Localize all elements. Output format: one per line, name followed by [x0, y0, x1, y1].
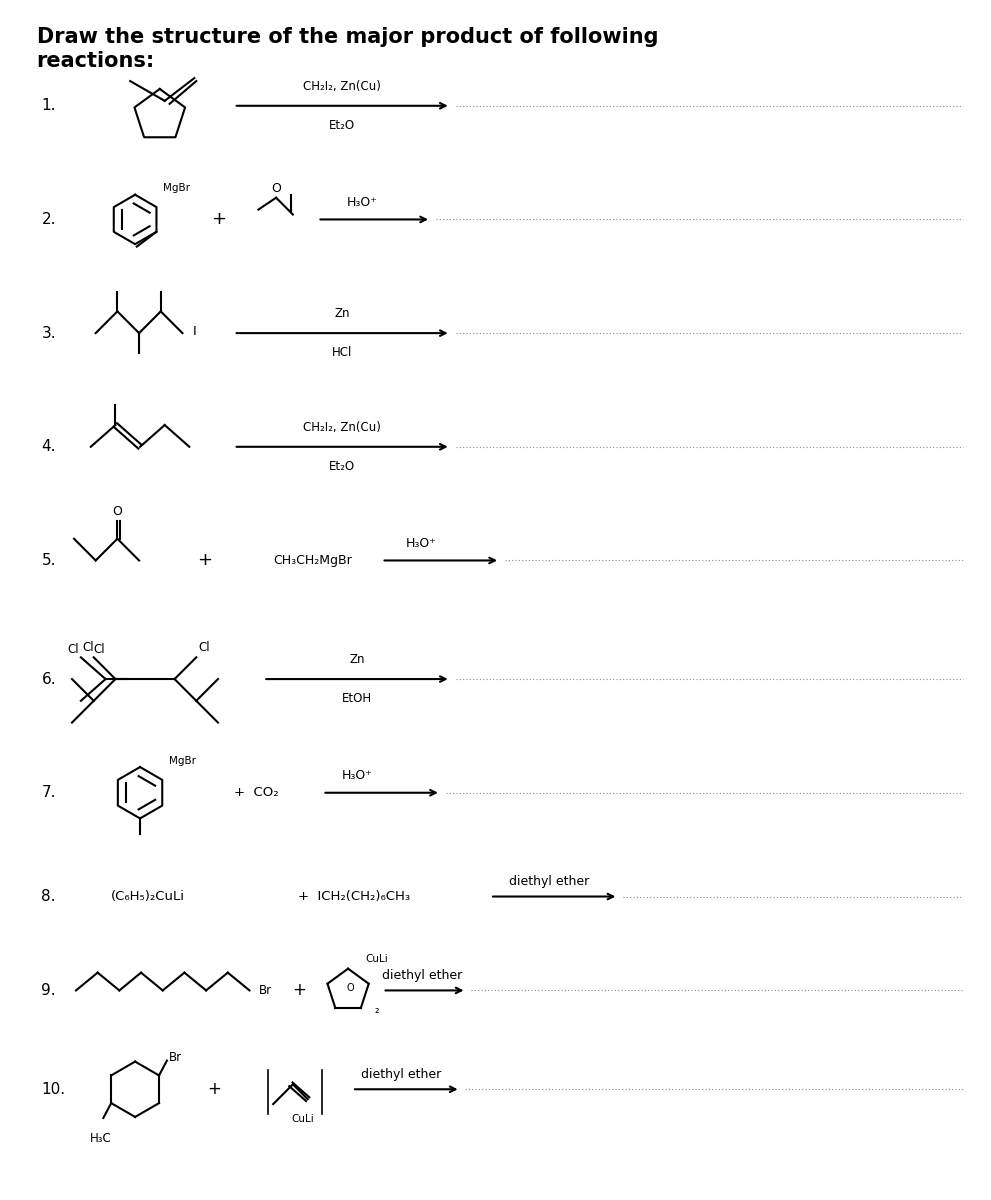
Text: Cl: Cl: [67, 643, 79, 656]
Text: 4.: 4.: [42, 439, 55, 455]
Text: Et₂O: Et₂O: [329, 119, 355, 132]
Text: +  ICH₂(CH₂)₆CH₃: + ICH₂(CH₂)₆CH₃: [298, 890, 410, 904]
Text: CH₂I₂, Zn(Cu): CH₂I₂, Zn(Cu): [303, 421, 382, 434]
Text: Zn: Zn: [349, 653, 365, 666]
Text: +: +: [292, 982, 306, 1000]
Text: 7.: 7.: [42, 785, 55, 800]
Text: 6.: 6.: [42, 672, 56, 686]
Text: Br: Br: [260, 984, 273, 997]
Text: H₃O⁺: H₃O⁺: [342, 769, 373, 782]
Text: Cl: Cl: [82, 641, 93, 654]
Text: Draw the structure of the major product of following: Draw the structure of the major product …: [37, 26, 658, 47]
Text: Et₂O: Et₂O: [329, 460, 355, 473]
Text: diethyl ether: diethyl ether: [382, 970, 462, 982]
Text: reactions:: reactions:: [37, 52, 155, 71]
Text: 3.: 3.: [42, 325, 56, 341]
Text: ₂: ₂: [375, 1006, 380, 1015]
Text: O: O: [112, 504, 122, 517]
Text: O: O: [346, 984, 354, 994]
Text: +: +: [207, 1080, 221, 1098]
Text: Zn: Zn: [334, 307, 350, 320]
Text: H₃O⁺: H₃O⁺: [405, 538, 436, 550]
Text: (C₆H₅)₂CuLi: (C₆H₅)₂CuLi: [110, 890, 184, 904]
Text: I: I: [192, 325, 196, 337]
Text: diethyl ether: diethyl ether: [509, 875, 590, 888]
Text: +: +: [196, 552, 212, 570]
Text: MgBr: MgBr: [168, 756, 195, 766]
Text: 1.: 1.: [42, 98, 55, 113]
Text: CH₂I₂, Zn(Cu): CH₂I₂, Zn(Cu): [303, 80, 382, 92]
Text: Br: Br: [168, 1051, 182, 1064]
Text: CuLi: CuLi: [291, 1114, 314, 1124]
Text: 8.: 8.: [42, 889, 55, 904]
Text: Cl: Cl: [198, 641, 210, 654]
Text: 9.: 9.: [42, 983, 56, 998]
Text: +: +: [211, 210, 226, 228]
Text: HCl: HCl: [332, 346, 353, 359]
Text: diethyl ether: diethyl ether: [361, 1068, 441, 1081]
Text: 10.: 10.: [42, 1081, 65, 1097]
Text: MgBr: MgBr: [163, 182, 189, 193]
Text: O: O: [272, 182, 281, 196]
Text: EtOH: EtOH: [342, 692, 372, 704]
Text: H₃C: H₃C: [90, 1132, 112, 1145]
Text: CuLi: CuLi: [366, 954, 388, 964]
Text: H₃O⁺: H₃O⁺: [347, 196, 378, 209]
Text: 2.: 2.: [42, 212, 55, 227]
Text: +  CO₂: + CO₂: [234, 786, 278, 799]
Text: 5.: 5.: [42, 553, 55, 568]
Text: CH₃CH₂MgBr: CH₃CH₂MgBr: [274, 554, 352, 566]
Text: Cl: Cl: [94, 643, 105, 656]
